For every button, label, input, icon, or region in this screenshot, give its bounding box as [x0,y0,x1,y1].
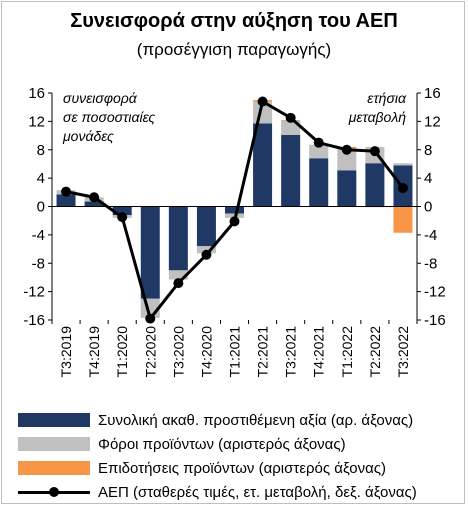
chart-svg: 16 16 12 12 8 8 4 4 0 0 -4 -4 -8 -8 -12 -12 -16 -16 Τ3:201… [23,85,446,378]
y-tick-label-left: 8 [37,142,45,159]
gdp-point-10 [341,144,352,155]
gdp-point-4 [173,278,184,289]
chart-subtitle: (προσέγγιση παραγωγής) [136,40,332,59]
legend-item-gdp: ΑΕΠ (σταθερές τιμές, ετ. μεταβολή, δεξ. … [18,480,464,504]
gdp-point-2 [117,212,128,223]
gdp-point-6 [229,216,240,227]
legend-item-gva: Συνολική ακαθ. προστιθέμενη αξία (αρ. άξ… [18,408,464,432]
bar-series-0-0 [56,194,76,207]
x-tick-label: Τ3:2019 [58,326,74,378]
legend-swatch-gdp [18,485,90,499]
annotation-left-line: σε ποσοστιαίες [63,109,155,125]
x-tick-label: Τ1:2022 [339,326,355,378]
legend-label-taxes: Φόροι προϊόντων (αριστερός άξονας) [98,435,346,453]
y-tick-label-left: 12 [28,113,45,130]
gdp-point-12 [397,183,408,194]
y-tick-label-right: 12 [424,113,441,130]
y-tick-label-left: -16 [23,312,45,329]
gdp-point-3 [145,313,156,324]
x-tick-label: Τ2:2020 [142,326,158,378]
bar-series-0-1 [84,201,104,207]
x-tick-label: Τ1:2021 [227,326,243,378]
x-tick-label: Τ2:2022 [367,326,383,378]
legend-swatch-gva [18,413,90,427]
bar-series-1-10 [337,148,357,171]
y-tick-label-left: -12 [23,284,45,301]
bar-series-0-9 [309,158,329,207]
annotation-right-line: ετήσια [367,90,407,106]
bar-series-1-12 [393,163,413,166]
bar-series-0-6 [225,206,244,214]
bar-series-0-3 [140,206,160,299]
annotation-left-line: συνεισφορά [63,90,138,106]
x-tick-label: Τ3:2021 [283,326,299,378]
y-tick-label-left: -8 [32,255,45,272]
x-tick-label: Τ2:2021 [255,326,271,378]
gdp-point-11 [369,146,380,157]
legend-label-gva: Συνολική ακαθ. προστιθέμενη αξία (αρ. άξ… [98,411,414,429]
bar-series-0-7 [253,123,273,207]
bar-series-0-10 [337,170,357,207]
x-tick-label: Τ4:2020 [198,326,214,378]
bar-series-2-12 [393,206,413,233]
x-tick-label: Τ4:2019 [86,326,102,378]
bar-series-0-5 [196,206,216,247]
chart-title: Συνεισφορά στην αύξηση του ΑΕΠ [70,10,398,32]
bar-series-1-9 [309,144,329,159]
y-tick-label-right: 0 [424,199,432,216]
y-tick-label-right: -8 [424,255,437,272]
legend-label-subsidies: Επιδοτήσεις προϊόντων (αριστερός άξονας) [98,459,386,477]
y-tick-label-right: -12 [424,284,446,301]
gdp-point-8 [285,112,296,123]
bar-series-1-4 [168,270,188,280]
bar-series-0-8 [281,134,301,207]
x-tick-label: Τ4:2021 [311,326,327,378]
x-tick-label: Τ3:2022 [395,326,411,378]
y-tick-label-right: 16 [424,85,441,102]
y-tick-label-left: 0 [37,199,45,216]
y-tick-label-right: -4 [424,227,437,244]
bar-series-0-4 [168,206,188,271]
legend: Συνολική ακαθ. προστιθέμενη αξία (αρ. άξ… [18,408,464,504]
bar-series-0-11 [365,163,385,207]
legend-item-taxes: Φόροι προϊόντων (αριστερός άξονας) [18,432,464,456]
x-tick-label: Τ1:2020 [114,326,130,378]
annotation-right-line: μεταβολή [348,109,407,125]
y-tick-label-right: -16 [424,312,446,329]
y-tick-label-right: 4 [424,170,432,187]
annotation-left-line: μονάδες [62,128,114,144]
legend-label-gdp: ΑΕΠ (σταθερές τιμές, ετ. μεταβολή, δεξ. … [98,483,417,501]
y-tick-label-right: 8 [424,142,432,159]
gdp-point-0 [61,186,72,197]
y-tick-label-left: -4 [32,227,45,244]
bar-series-1-8 [281,120,301,135]
y-tick-label-left: 4 [37,170,45,187]
y-tick-label-left: 16 [28,85,45,102]
gdp-point-1 [89,192,100,203]
legend-item-subsidies: Επιδοτήσεις προϊόντων (αριστερός άξονας) [18,456,464,480]
gdp-point-5 [201,249,212,260]
legend-swatch-taxes [18,437,90,451]
gdp-point-7 [257,96,268,107]
gdp-point-9 [313,137,324,148]
legend-swatch-subsidies [18,461,90,475]
bar-series-0-2 [112,206,132,216]
x-tick-label: Τ3:2020 [170,326,186,378]
